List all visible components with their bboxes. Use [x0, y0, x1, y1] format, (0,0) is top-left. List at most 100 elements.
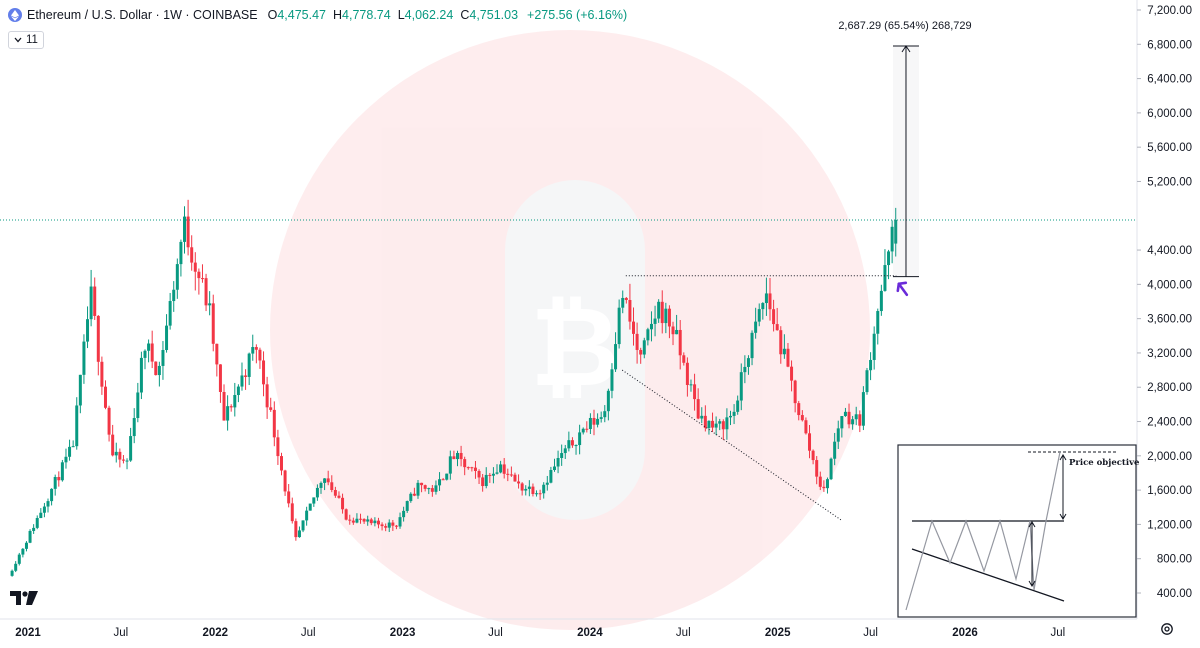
- candle-body: [682, 355, 686, 363]
- candle-body: [732, 411, 736, 416]
- candle-body: [391, 522, 395, 526]
- candle-body: [502, 464, 506, 474]
- candle-body: [488, 474, 492, 476]
- candle-body: [628, 300, 632, 322]
- candle-body: [545, 482, 549, 485]
- candle-body: [879, 290, 883, 312]
- candle-body: [193, 262, 197, 272]
- candle-body: [782, 348, 786, 355]
- candle-body: [894, 219, 898, 244]
- candle-body: [125, 460, 129, 462]
- candle-body: [211, 303, 215, 344]
- candle-body: [283, 470, 287, 492]
- candle-body: [315, 487, 319, 498]
- candle-body: [693, 384, 697, 400]
- candle-body: [851, 419, 855, 425]
- candle-body: [470, 467, 474, 469]
- candle-body: [793, 380, 797, 404]
- symbol-title[interactable]: Ethereum / U.S. Dollar · 1W · COINBASE: [27, 8, 258, 22]
- candle-body: [64, 456, 68, 463]
- candle-body: [714, 423, 718, 428]
- candle-body: [854, 414, 858, 420]
- candle-body: [39, 512, 43, 519]
- candle-body: [538, 493, 542, 495]
- candle-body: [420, 482, 424, 486]
- candle-body: [143, 350, 147, 358]
- price-tick-label: 5,200.00: [1147, 176, 1192, 188]
- candle-body: [297, 530, 301, 538]
- candle-body: [517, 481, 521, 484]
- price-axis-bg: [1137, 0, 1200, 643]
- price-tick-label: 1,600.00: [1147, 485, 1192, 497]
- candle-body: [222, 391, 226, 421]
- candle-body: [865, 370, 869, 393]
- candle-body: [150, 343, 154, 362]
- candle-body: [348, 519, 352, 521]
- candle-body: [24, 542, 28, 549]
- time-tick-label: 2026: [952, 627, 978, 639]
- candle-body: [603, 411, 607, 418]
- candle-body: [319, 482, 323, 488]
- candle-body: [78, 374, 82, 406]
- candle-body: [524, 488, 528, 491]
- candle-body: [800, 415, 804, 421]
- chevron-down-icon: [14, 34, 22, 46]
- candle-body: [93, 286, 97, 316]
- candle-body: [542, 484, 546, 494]
- candle-body: [168, 301, 172, 326]
- candle-body: [384, 526, 388, 528]
- candle-body: [707, 420, 711, 428]
- ohlc-readout: O4,475.47 H4,778.74 L4,062.24 C4,751.03 …: [268, 8, 628, 22]
- candle-body: [606, 390, 610, 412]
- candle-body: [456, 452, 460, 460]
- candle-body: [258, 349, 262, 361]
- candle-body: [484, 474, 488, 487]
- tradingview-logo-icon[interactable]: [10, 590, 38, 610]
- candle-body: [32, 527, 36, 531]
- candle-body: [430, 488, 434, 492]
- candle-body: [344, 509, 348, 520]
- candle-body: [481, 477, 485, 487]
- candle-body: [132, 418, 136, 437]
- candle-body: [700, 415, 704, 419]
- candle-body: [96, 315, 100, 362]
- candle-body: [154, 361, 158, 376]
- indicators-collapse-button[interactable]: 11: [8, 31, 44, 49]
- candle-body: [89, 286, 93, 320]
- candle-body: [355, 518, 359, 523]
- candle-body: [28, 530, 32, 543]
- time-tick-label: Jul: [676, 627, 691, 639]
- candle-body: [290, 503, 294, 522]
- candle-body: [869, 359, 873, 371]
- candle-body: [200, 278, 204, 280]
- candle-body: [71, 446, 75, 448]
- candle-body: [136, 392, 140, 419]
- candle-body: [829, 458, 833, 480]
- candle-body: [369, 519, 373, 524]
- candle-body: [843, 411, 847, 417]
- candle-body: [660, 301, 664, 324]
- candle-body: [165, 325, 169, 351]
- candle-body: [617, 307, 621, 345]
- candle-body: [236, 386, 240, 396]
- candle-body: [380, 524, 384, 527]
- price-tick-label: 2,000.00: [1147, 451, 1192, 463]
- price-tick-label: 6,400.00: [1147, 74, 1192, 86]
- price-tick-label: 4,400.00: [1147, 245, 1192, 257]
- indicators-count: 11: [26, 34, 38, 46]
- candle-body: [585, 428, 589, 430]
- low-label: L: [397, 8, 405, 22]
- candle-body: [822, 486, 826, 489]
- candle-body: [685, 362, 689, 386]
- candle-body: [588, 417, 592, 429]
- candle-body: [308, 503, 312, 511]
- candle-body: [287, 491, 291, 504]
- candle-body: [452, 456, 456, 460]
- candle-body: [556, 458, 560, 467]
- candle-body: [118, 451, 122, 460]
- candle-body: [147, 343, 151, 351]
- candle-body: [549, 470, 553, 483]
- settings-icon[interactable]: [1158, 620, 1176, 638]
